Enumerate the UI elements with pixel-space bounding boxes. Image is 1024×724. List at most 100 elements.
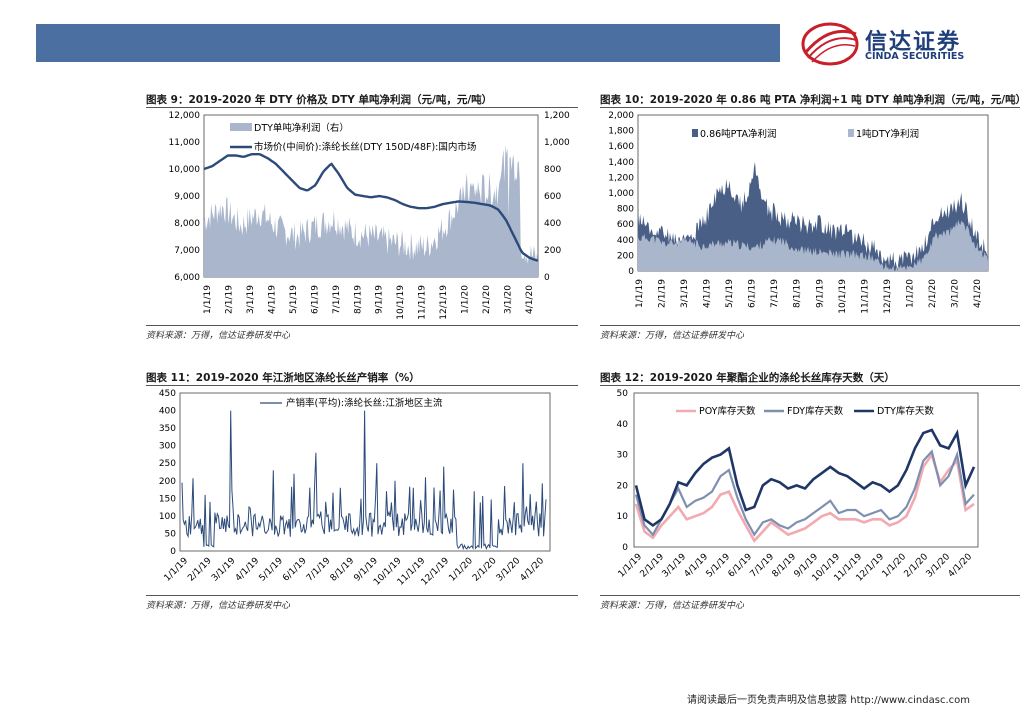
fig12-y-tick-label: 40 [617, 420, 629, 430]
fig9-x-tick-label: 4/1/19 [267, 285, 277, 314]
fig11-y-tick-label: 450 [159, 389, 176, 399]
logo-english-name: CINDA SECURITIES [865, 51, 965, 62]
fig11-y-tick-label: 400 [159, 407, 176, 417]
figure-12-bottom-rule [600, 595, 1020, 596]
fig9-profit-area [204, 144, 538, 277]
fig11-x-tick-label: 2/1/20 [471, 556, 499, 584]
fig10-y-tick-label: 800 [617, 205, 634, 215]
fig11-y-tick-label: 0 [170, 547, 176, 557]
fig11-x-tick-label: 1/1/20 [447, 556, 475, 584]
fig12-series-line-2 [634, 428, 976, 528]
fig9-price-line [203, 153, 539, 262]
cinda-logo-emblem-icon [801, 22, 859, 66]
figure-11-title: 图表 11：2019-2020 年江浙地区涤纶长丝产销率（%） [146, 372, 420, 384]
fig10-x-tick-label: 2/1/20 [928, 279, 938, 308]
figure-9-source: 资料来源：万得，信达证券研发中心 [146, 331, 291, 341]
fig10-y-tick-label: 1,400 [608, 158, 634, 168]
fig10-y-tick-label: 0 [628, 267, 634, 277]
figure-10-title: 图表 10：2019-2020 年 0.86 吨 PTA 净利润+1 吨 DTY… [600, 94, 1024, 106]
fig9-x-tick-label: 4/1/20 [525, 285, 535, 314]
fig9-right-tick-label: 1,000 [544, 138, 570, 148]
figure-10-bottom-rule [600, 325, 1020, 326]
fig10-y-tick-label: 1,000 [608, 189, 634, 199]
fig9-x-tick-label: 3/1/19 [246, 285, 256, 314]
fig11-x-tick-label: 8/1/19 [329, 556, 357, 584]
fig11-y-tick-label: 250 [159, 459, 176, 469]
figure-11-bottom-rule [146, 595, 578, 596]
fig10-x-tick-label: 1/1/20 [905, 279, 915, 308]
fig11-plot-frame [179, 392, 551, 552]
figure-10-source: 资料来源：万得，信达证券研发中心 [600, 331, 745, 341]
fig9-x-tick-label: 10/1/19 [396, 285, 406, 320]
fig12-plot-frame [633, 392, 979, 548]
fig11-x-tick-label: 3/1/19 [210, 556, 238, 584]
fig9-x-tick-label: 9/1/19 [375, 285, 385, 314]
fig9-left-tick-label: 6,000 [174, 273, 200, 283]
fig9-x-tick-label: 8/1/19 [353, 285, 363, 314]
footer-disclaimer: 请阅读最后一页免责声明及信息披露 http://www.cindasc.com [687, 695, 970, 706]
fig10-x-tick-label: 9/1/19 [815, 279, 825, 308]
fig9-right-tick-label: 1,200 [544, 111, 570, 121]
fig9-x-tick-label: 12/1/19 [439, 285, 449, 320]
fig9-legend-label-line: 市场价(中间价):涤纶长丝(DTY 150D/48F):国内市场 [254, 141, 476, 153]
logo-chinese-name: 信达证券 [865, 30, 962, 55]
cinda-logo: 信达证券 CINDA SECURITIES [800, 18, 1000, 70]
fig9-x-tick-label: 5/1/19 [289, 285, 299, 314]
fig9-left-tick-label: 9,000 [174, 192, 200, 202]
figure-12-rule [600, 385, 1020, 386]
fig10-x-tick-label: 2/1/19 [658, 279, 668, 308]
fig9-x-tick-label: 2/1/19 [224, 285, 234, 314]
fig10-x-tick-label: 10/1/19 [838, 279, 848, 314]
figure-10-rule [600, 107, 1020, 108]
header-banner [36, 24, 780, 62]
figure-9-chart: 6,000 7,000 8,000 9,000 10,000 11,000 12,000 0 2… [169, 111, 571, 320]
figure-11-source: 资料来源：万得，信达证券研发中心 [146, 601, 291, 611]
fig10-x-tick-label: 11/1/19 [860, 279, 870, 314]
fig9-left-tick-label: 12,000 [169, 111, 201, 121]
fig10-y-tick-label: 2,000 [608, 111, 634, 121]
fig10-y-tick-label: 600 [617, 220, 634, 230]
fig9-left-tick-label: 7,000 [174, 246, 200, 256]
fig11-x-tick-label: 1/1/19 [163, 556, 191, 584]
fig9-x-tick-label: 1/1/20 [461, 285, 471, 314]
fig12-y-tick-label: 0 [622, 543, 628, 553]
fig9-x-tick-label: 6/1/19 [310, 285, 320, 314]
fig11-rate-line [181, 410, 547, 551]
fig12-x-tick-label: 4/1/20 [947, 552, 975, 580]
fig12-y-tick-label: 10 [617, 512, 629, 522]
fig9-right-tick-label: 400 [544, 219, 561, 229]
fig10-legend-label-dty: 1吨DTY净利润 [856, 128, 919, 140]
fig10-x-tick-label: 3/1/20 [950, 279, 960, 308]
fig10-x-tick-label: 4/1/20 [973, 279, 983, 308]
fig10-x-tick-label: 5/1/19 [725, 279, 735, 308]
fig10-dty-profit-area [638, 219, 988, 271]
fig12-legend-label-1: FDY库存天数 [787, 405, 844, 417]
figure-11-rule [146, 385, 578, 386]
fig9-right-tick-label: 200 [544, 246, 561, 256]
fig10-y-tick-label: 1,600 [608, 142, 634, 152]
fig11-y-tick-label: 350 [159, 424, 176, 434]
fig12-series-line-1 [634, 449, 975, 537]
fig9-x-tick-label: 3/1/20 [504, 285, 514, 314]
fig12-y-tick-label: 30 [617, 451, 629, 461]
fig9-x-tick-label: 2/1/20 [482, 285, 492, 314]
fig9-x-tick-label: 7/1/19 [332, 285, 342, 314]
fig12-legend-label-2: DTY库存天数 [877, 405, 934, 417]
fig9-right-tick-label: 600 [544, 192, 561, 202]
fig12-series-line-0 [634, 451, 975, 544]
fig11-x-tick-label: 5/1/19 [257, 556, 285, 584]
fig11-x-tick-label: 7/1/19 [305, 556, 333, 584]
fig10-x-tick-label: 3/1/19 [680, 279, 690, 308]
fig11-x-tick-label: 4/1/20 [519, 556, 547, 584]
fig11-x-tick-label: 4/1/19 [234, 556, 262, 584]
fig10-legend-swatch-dty [848, 129, 854, 137]
fig11-x-tick-label: 6/1/19 [281, 556, 309, 584]
fig9-right-tick-label: 0 [544, 273, 550, 283]
fig10-y-tick-label: 1,200 [608, 173, 634, 183]
figure-12-source: 资料来源：万得，信达证券研发中心 [600, 601, 745, 611]
fig12-legend-label-0: POY库存天数 [699, 405, 756, 417]
fig12-y-tick-label: 50 [617, 389, 629, 399]
fig11-x-tick-label: 3/1/20 [495, 556, 523, 584]
fig9-left-tick-label: 10,000 [169, 165, 201, 175]
